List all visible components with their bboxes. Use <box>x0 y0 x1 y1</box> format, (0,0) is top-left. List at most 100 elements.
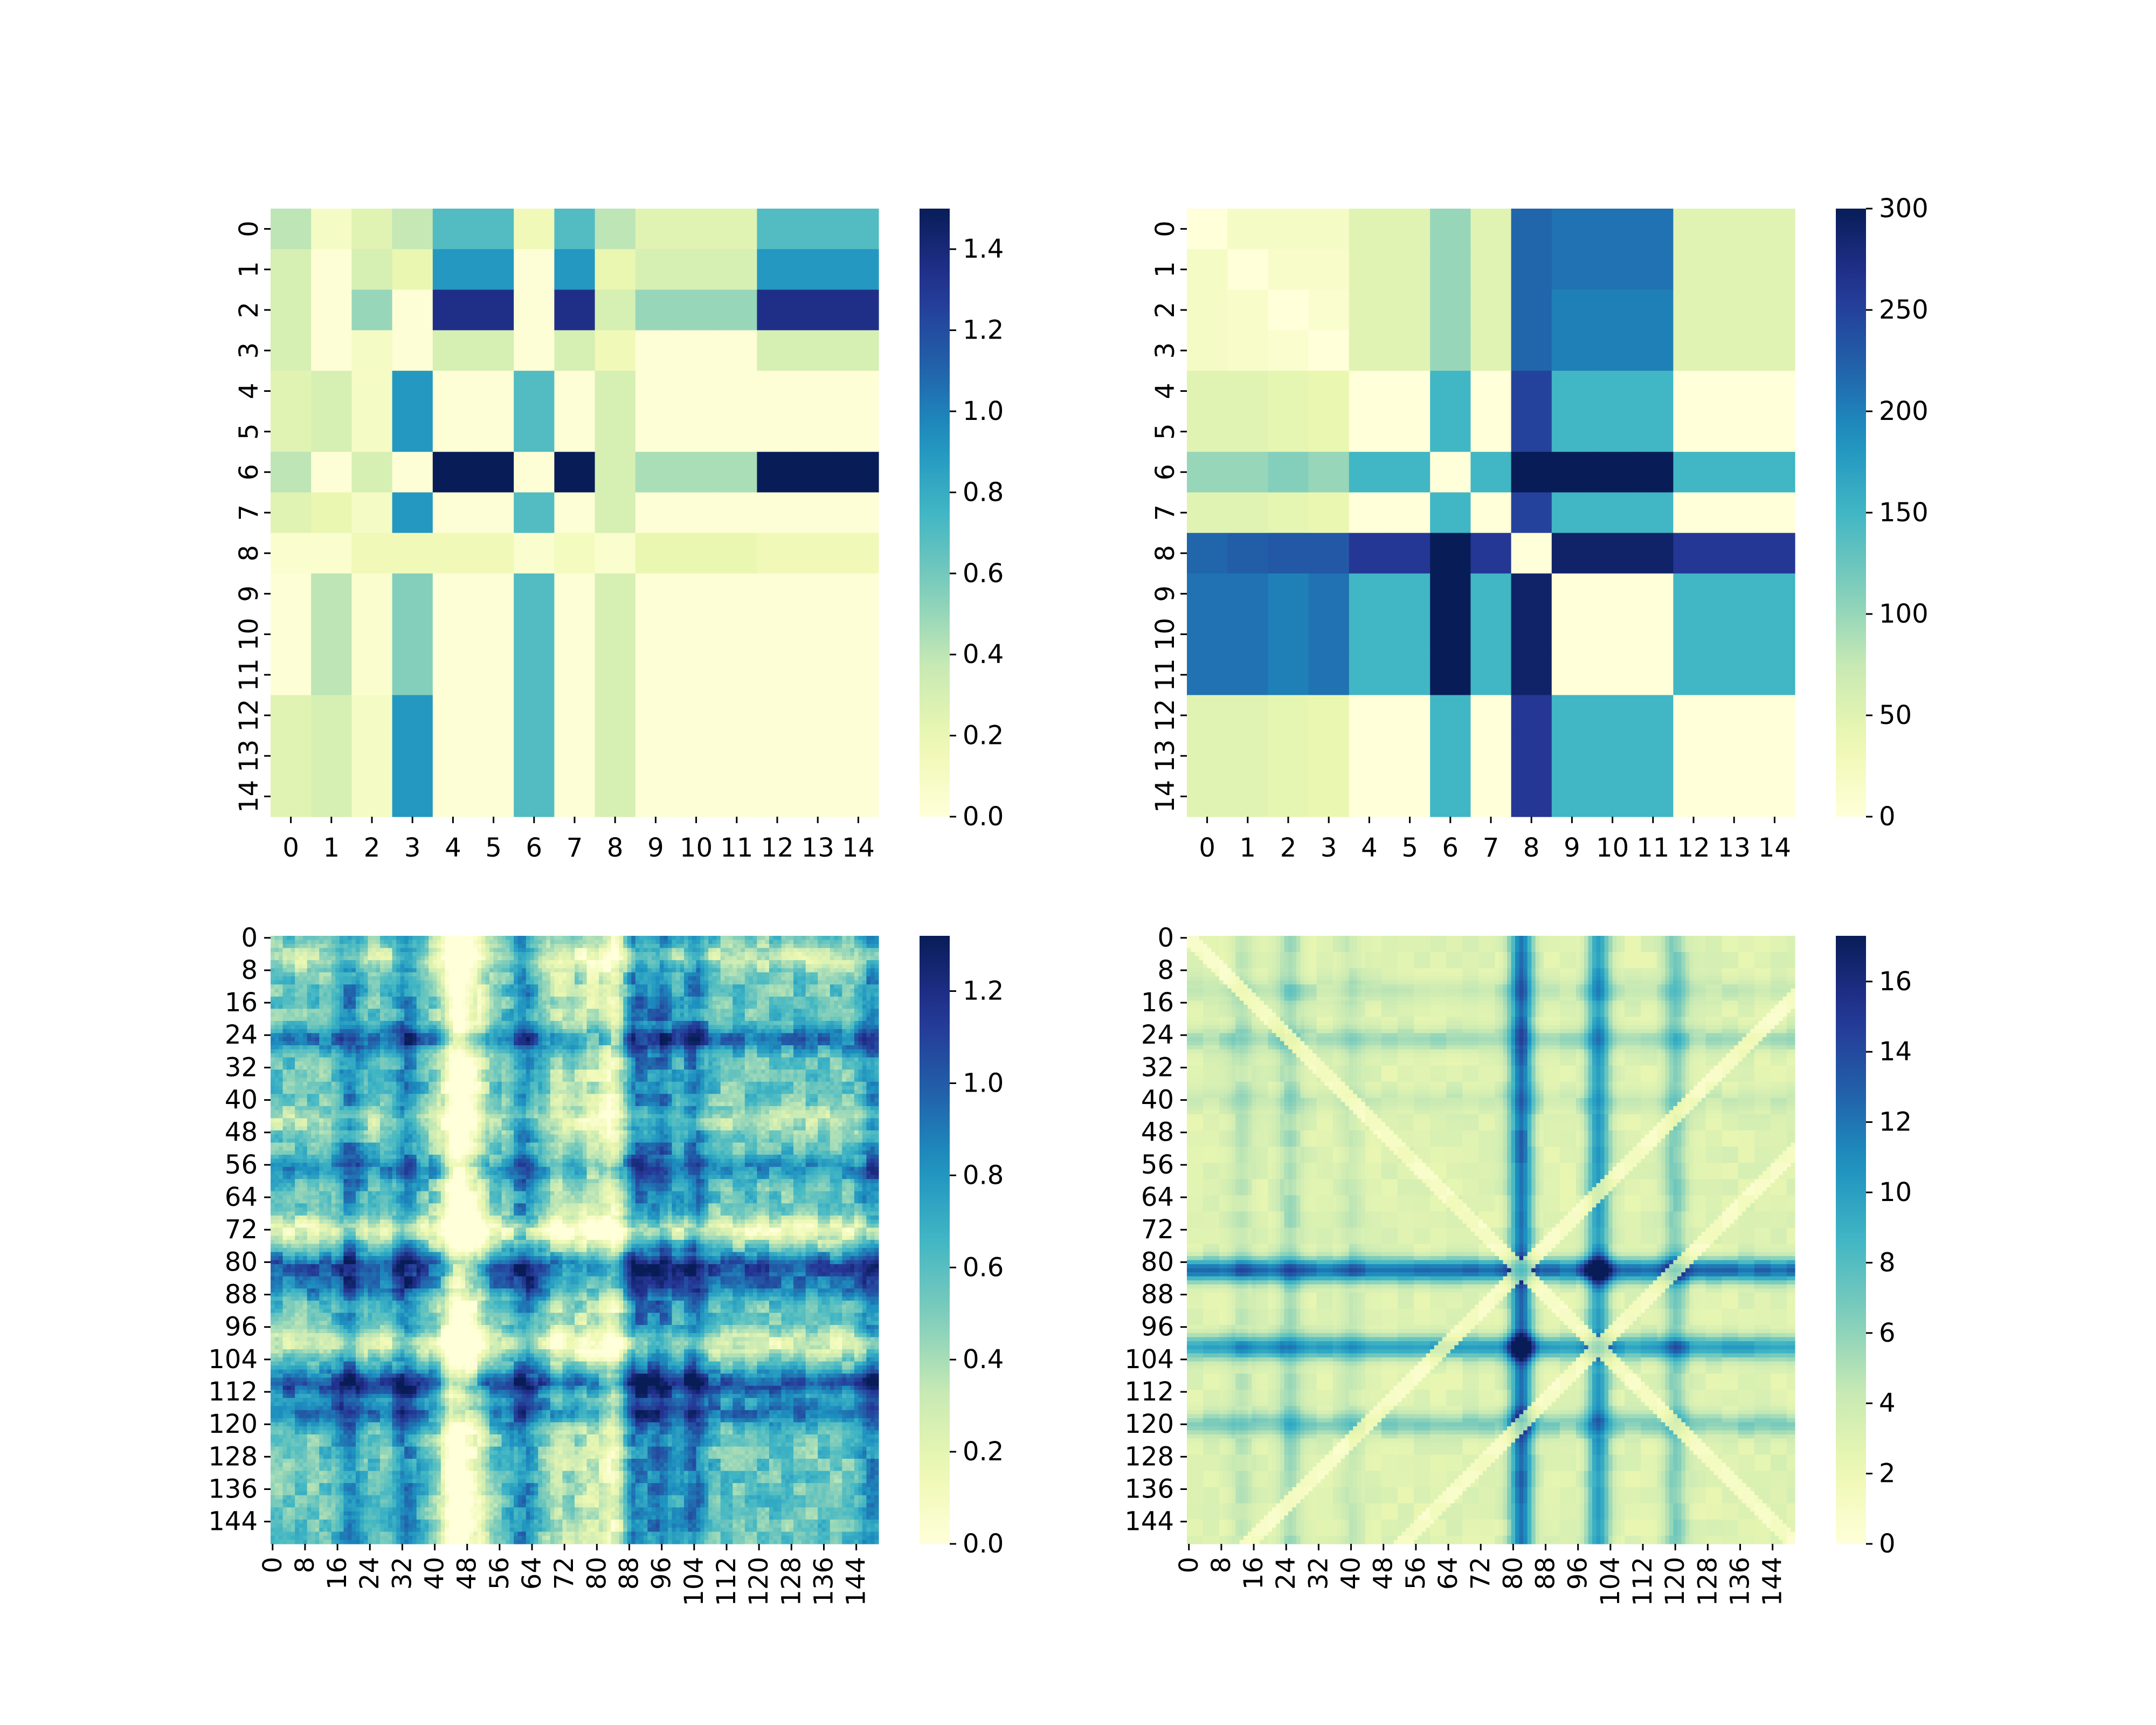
heatmap-cell <box>805 1041 810 1046</box>
heatmap-cell <box>680 940 685 944</box>
heatmap-cell <box>830 980 834 985</box>
heatmap-cell <box>311 614 352 655</box>
heatmap-cell <box>575 952 579 957</box>
heatmap-cell <box>445 976 450 981</box>
heatmap-cell <box>704 1009 709 1013</box>
heatmap-cell <box>282 952 287 957</box>
heatmap-cell <box>271 330 312 371</box>
heatmap-cell <box>789 1020 794 1026</box>
heatmap-cell <box>834 1025 839 1030</box>
heatmap-cell <box>676 1029 681 1034</box>
heatmap-cell <box>517 1025 522 1030</box>
heatmap-cell <box>400 948 405 953</box>
heatmap-cell <box>672 968 676 973</box>
heatmap-cell <box>400 1053 405 1058</box>
heatmap-cell <box>493 936 498 941</box>
heatmap-cell <box>586 956 591 961</box>
heatmap-cell <box>323 1033 328 1038</box>
heatmap-cell <box>749 1041 754 1046</box>
heatmap-cell <box>733 972 737 977</box>
heatmap-cell <box>287 976 292 981</box>
x-tick-label: 0 <box>282 833 299 863</box>
heatmap-cell <box>603 976 607 981</box>
heatmap-cell <box>818 1033 823 1038</box>
heatmap-cell <box>793 1017 798 1022</box>
heatmap-cell <box>380 944 385 949</box>
heatmap-cell <box>315 1029 320 1034</box>
heatmap-cell <box>676 573 717 615</box>
heatmap-cell <box>420 1004 425 1009</box>
heatmap-cell <box>761 944 766 949</box>
heatmap-cell <box>279 964 284 969</box>
heatmap-cell <box>611 1029 616 1034</box>
heatmap-cell <box>781 984 786 989</box>
heatmap-cell <box>704 948 709 953</box>
heatmap-cell <box>473 968 478 973</box>
heatmap-cell <box>595 936 599 941</box>
heatmap-cell <box>591 1009 596 1013</box>
heatmap-cell <box>432 654 474 695</box>
heatmap-cell <box>834 1029 839 1034</box>
heatmap-cell <box>384 936 389 941</box>
heatmap-cell <box>355 1041 361 1046</box>
heatmap-cell <box>473 984 478 989</box>
heatmap-cell <box>388 1033 393 1038</box>
heatmap-cell <box>1390 695 1431 736</box>
heatmap-cell <box>684 1020 689 1026</box>
heatmap-cell <box>335 1012 340 1017</box>
heatmap-cell <box>299 976 303 981</box>
heatmap-cell <box>319 996 324 1001</box>
heatmap-cell <box>343 964 348 969</box>
heatmap-cell <box>481 956 486 961</box>
heatmap-cell <box>805 1049 810 1054</box>
heatmap-cell <box>773 1004 778 1009</box>
heatmap-cell <box>700 964 705 969</box>
heatmap-cell <box>818 956 823 961</box>
heatmap-cell <box>396 988 401 993</box>
heatmap-cell <box>810 1033 814 1038</box>
heatmap-cell <box>469 984 474 989</box>
heatmap-cell <box>1633 776 1674 817</box>
heatmap-cell <box>728 1049 733 1054</box>
heatmap-cell <box>448 960 453 965</box>
heatmap-cell <box>821 1020 826 1026</box>
heatmap-cell <box>607 1049 612 1054</box>
heatmap-cell <box>501 1045 506 1050</box>
heatmap-cell <box>307 1025 312 1030</box>
heatmap-cell <box>659 1037 665 1042</box>
heatmap-cell <box>607 988 612 993</box>
heatmap-cell <box>501 1041 506 1046</box>
heatmap-cell <box>631 1037 636 1042</box>
heatmap-cell <box>810 948 814 953</box>
heatmap-cell <box>343 948 348 953</box>
heatmap-cell <box>295 976 300 981</box>
heatmap-cell <box>733 968 737 973</box>
heatmap-cell <box>643 944 648 949</box>
heatmap-cell <box>769 952 774 957</box>
heatmap-cell <box>554 452 596 493</box>
heatmap-cell <box>408 980 413 985</box>
heatmap-cell <box>716 972 721 977</box>
heatmap-cell <box>688 964 693 969</box>
heatmap-cell <box>526 988 530 993</box>
heatmap-cell <box>821 1009 826 1013</box>
heatmap-cell <box>752 1037 757 1042</box>
heatmap-cell <box>765 1012 770 1017</box>
heatmap-cell <box>343 1012 348 1017</box>
heatmap-cell <box>789 952 794 957</box>
heatmap-cell <box>506 980 510 985</box>
heatmap-cell <box>664 1029 668 1034</box>
heatmap-cell <box>627 960 632 965</box>
heatmap-cell <box>874 952 879 957</box>
heatmap-cell <box>757 972 762 977</box>
heatmap-cell <box>736 996 741 1001</box>
heatmap-cell <box>591 996 596 1001</box>
heatmap-cell <box>733 940 737 944</box>
heatmap-cell <box>635 988 640 993</box>
heatmap-cell <box>744 972 749 977</box>
heatmap-cell <box>736 944 741 949</box>
heatmap-cell <box>797 249 839 290</box>
heatmap-cell <box>416 1004 421 1009</box>
heatmap-cell <box>586 980 591 985</box>
heatmap-cell <box>448 1009 453 1013</box>
